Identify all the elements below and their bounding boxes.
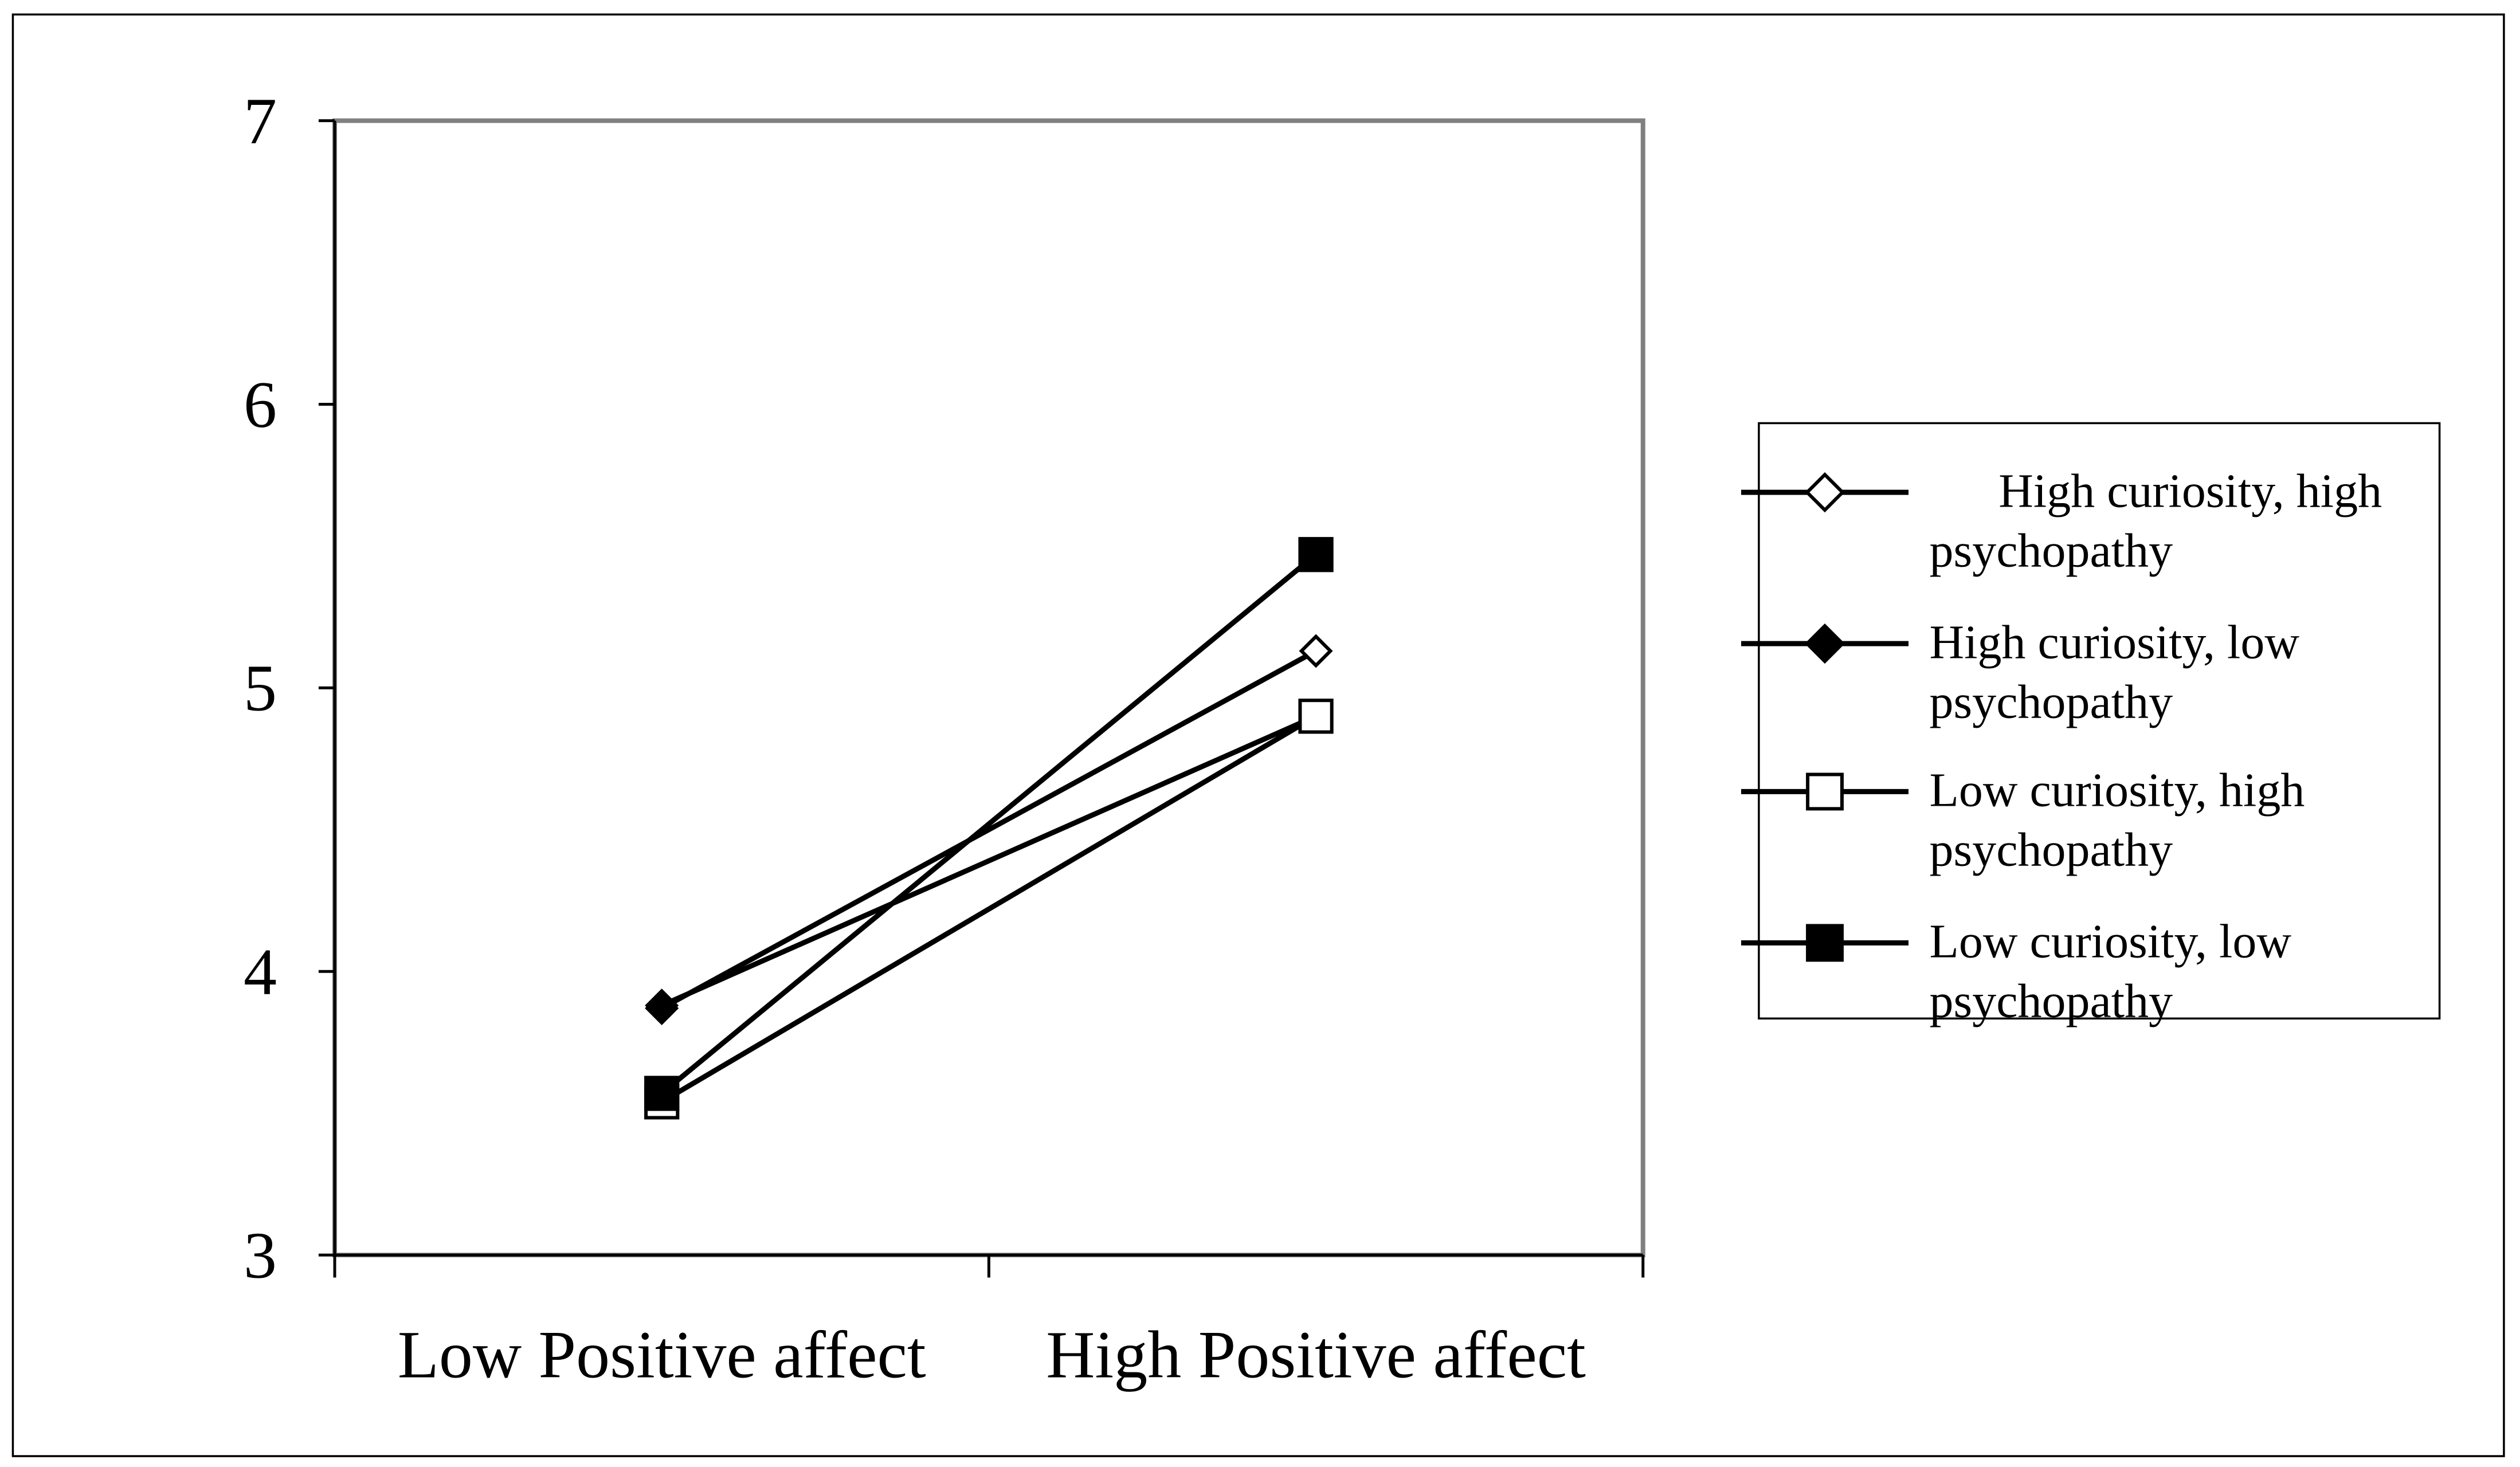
series-line (660, 649, 1318, 1011)
y-tick-label: 7 (244, 85, 277, 158)
y-tick-label: 4 (244, 936, 277, 1009)
series-line (660, 713, 1318, 1104)
legend-label: High curiosity, high (1998, 464, 2382, 517)
series-4 (660, 552, 1318, 1096)
legend-marker (1804, 472, 1845, 513)
legend-label: psychopathy (1930, 823, 2173, 877)
series-3 (660, 713, 1318, 1104)
series-4-markers (644, 537, 1334, 1111)
legend-item-1: High curiosity, high psychopathy (1741, 464, 2382, 577)
legend-label: psychopathy (1930, 524, 2173, 577)
y-tick-label: 6 (244, 368, 277, 442)
legend-box (1758, 422, 2441, 1020)
legend-item-3: Low curiosity, high psychopathy (1741, 764, 2305, 877)
series-line (660, 713, 1317, 1008)
data-point (644, 1076, 680, 1111)
legend-label: psychopathy (1930, 675, 2173, 728)
legend-label: High curiosity, low (1930, 615, 2300, 669)
y-tick-label: 3 (244, 1219, 277, 1292)
legend-marker (1806, 924, 1844, 962)
series-line (660, 552, 1318, 1096)
legend-label: psychopathy (1930, 975, 2173, 1028)
x-tick-label: Low Positive affect (398, 1317, 926, 1392)
legend-label: Low curiosity, low (1930, 915, 2292, 968)
x-tick-label: High Positive affect (1046, 1317, 1586, 1392)
data-point (1298, 699, 1334, 734)
series-1 (660, 649, 1318, 1011)
y-tick-label: 5 (244, 652, 277, 725)
legend-label: Low curiosity, high (1930, 764, 2305, 817)
legend-item-4: Low curiosity, low psychopathy (1741, 915, 2291, 1028)
data-point (1299, 634, 1333, 668)
series-2 (660, 713, 1317, 1008)
legend-marker (1804, 623, 1845, 664)
legend-item-2: High curiosity, low psychopathy (1741, 615, 2299, 728)
data-point (645, 989, 679, 1023)
legend-marker (1806, 772, 1844, 811)
data-point (1298, 537, 1334, 572)
